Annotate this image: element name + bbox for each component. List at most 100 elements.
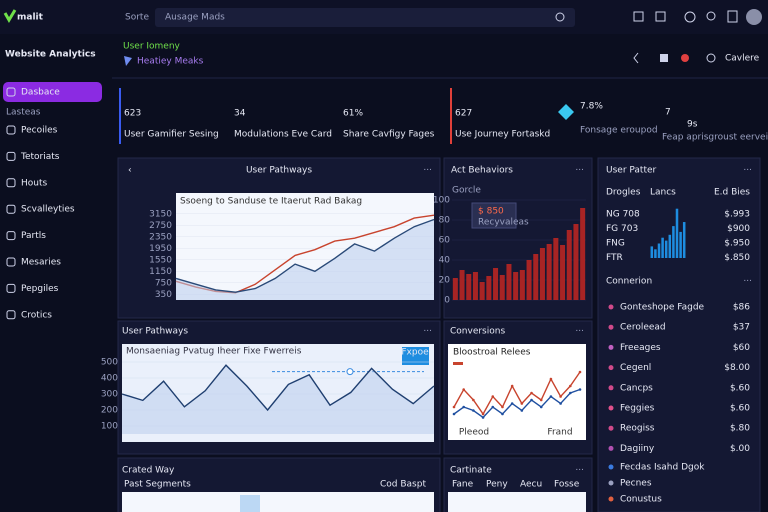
list-value: $37 <box>733 323 750 333</box>
kpi-value: 627 <box>455 109 472 119</box>
icon[interactable] <box>727 10 738 23</box>
nav-icon <box>6 257 16 267</box>
nav-item[interactable]: Houts <box>21 178 48 188</box>
search-placeholder: Ausage Mads <box>165 13 225 23</box>
chart-subtitle: Bloostroal Relees <box>453 348 531 358</box>
search-box[interactable] <box>155 8 575 27</box>
y-tick-label: 3150 <box>149 209 172 219</box>
status-dot <box>608 445 614 451</box>
y-tick-label: 350 <box>155 290 172 300</box>
bar <box>560 245 566 300</box>
icon[interactable] <box>681 54 689 62</box>
nav-item[interactable]: Dasbace <box>21 88 60 98</box>
icon[interactable] <box>706 53 716 63</box>
list-value: $.00 <box>730 444 750 454</box>
panel-title: Connerion <box>606 277 652 287</box>
column-header: Fane <box>452 480 474 490</box>
y-tick-label: 20 <box>439 276 451 286</box>
panel-title: User Pathways <box>122 327 188 337</box>
y-tick-label: 750 <box>155 278 172 288</box>
y-tick-label: 40 <box>439 256 451 266</box>
bar <box>519 270 525 300</box>
y-tick-label: 400 <box>101 374 118 384</box>
series-point <box>569 384 572 388</box>
bar <box>661 237 664 258</box>
page-title: Heatiey Meaks <box>137 57 204 67</box>
series-point <box>501 412 504 416</box>
panel <box>597 157 761 512</box>
header-action[interactable]: Cavlere <box>725 54 760 64</box>
plot-area <box>448 344 586 440</box>
panel-title: User Pathways <box>246 166 312 176</box>
column-header: E.d Bies <box>714 188 750 198</box>
more-menu: ··· <box>575 166 584 176</box>
list-label: Conustus <box>620 495 662 505</box>
series-point <box>491 405 495 409</box>
bar <box>539 248 545 300</box>
series-point <box>520 409 524 412</box>
title-icon <box>124 56 132 66</box>
bar <box>526 260 532 300</box>
y-tick-label: 60 <box>439 236 451 246</box>
nav-icon <box>6 310 16 320</box>
bar <box>573 224 579 300</box>
icon[interactable] <box>660 54 668 62</box>
icon[interactable] <box>706 11 716 21</box>
series-area <box>176 219 434 300</box>
more-menu: ··· <box>423 327 432 337</box>
kpi-value: 34 <box>234 109 246 119</box>
nav-item[interactable]: Tetoriats <box>20 152 60 162</box>
panel-title: User Patter <box>606 166 657 176</box>
panel-title: Cartinate <box>450 466 492 476</box>
back-icon[interactable] <box>633 52 639 64</box>
series-point <box>462 388 465 391</box>
y-tick-label: 100 <box>101 422 118 432</box>
x-tick-label: Frand <box>547 428 572 438</box>
bar <box>580 208 586 300</box>
nav-item[interactable]: Partls <box>21 231 46 241</box>
bar <box>533 254 539 300</box>
brand: malit <box>17 13 44 23</box>
nav-item[interactable]: Scvalleyties <box>21 205 75 215</box>
series-point <box>549 377 553 381</box>
bar <box>472 272 478 300</box>
series-point <box>452 412 456 416</box>
series-point <box>481 412 485 416</box>
legend: Gorcle <box>452 186 481 196</box>
search-icon[interactable] <box>555 12 565 22</box>
back-chevron[interactable]: ‹ <box>128 166 132 176</box>
series-point <box>530 398 533 402</box>
icon[interactable] <box>684 11 696 23</box>
list-value: $86 <box>733 303 750 313</box>
icon[interactable] <box>633 11 644 22</box>
kpi-label: Fonsage eroupod <box>580 126 658 136</box>
y-tick-label: 2350 <box>149 232 172 242</box>
nav-icon <box>6 178 16 188</box>
kpi-label: User Gamifier Sesing <box>124 130 219 140</box>
y-tick-label: 1150 <box>149 267 172 277</box>
avatar[interactable] <box>746 9 762 25</box>
more-menu: ··· <box>423 166 432 176</box>
nav-item[interactable]: Pepgiles <box>21 284 59 294</box>
bar <box>657 243 661 258</box>
table-body <box>448 492 586 512</box>
bar <box>654 249 657 258</box>
kpi-value: 623 <box>124 109 141 119</box>
bar <box>479 282 485 300</box>
nav-active[interactable] <box>3 82 102 102</box>
export-button[interactable] <box>402 347 429 365</box>
kpi-label: Use Journey Fortaskd <box>455 130 550 140</box>
y-tick-label: 200 <box>101 406 118 416</box>
nav-item[interactable]: Crotics <box>21 310 52 320</box>
sidebar-section: Lasteas <box>6 108 41 118</box>
column-header: Past Segments <box>124 480 191 490</box>
y-tick-label: 300 <box>101 390 118 400</box>
y-tick-label: 2750 <box>149 221 172 231</box>
icon[interactable] <box>655 11 666 22</box>
series-point <box>510 402 514 405</box>
list-label: Fecdas Isahd Dgok <box>620 463 705 473</box>
series-area <box>122 365 434 434</box>
nav-item[interactable]: Mesaries <box>21 258 61 268</box>
bar <box>664 240 668 258</box>
nav-item[interactable]: Pecoiles <box>21 126 58 136</box>
